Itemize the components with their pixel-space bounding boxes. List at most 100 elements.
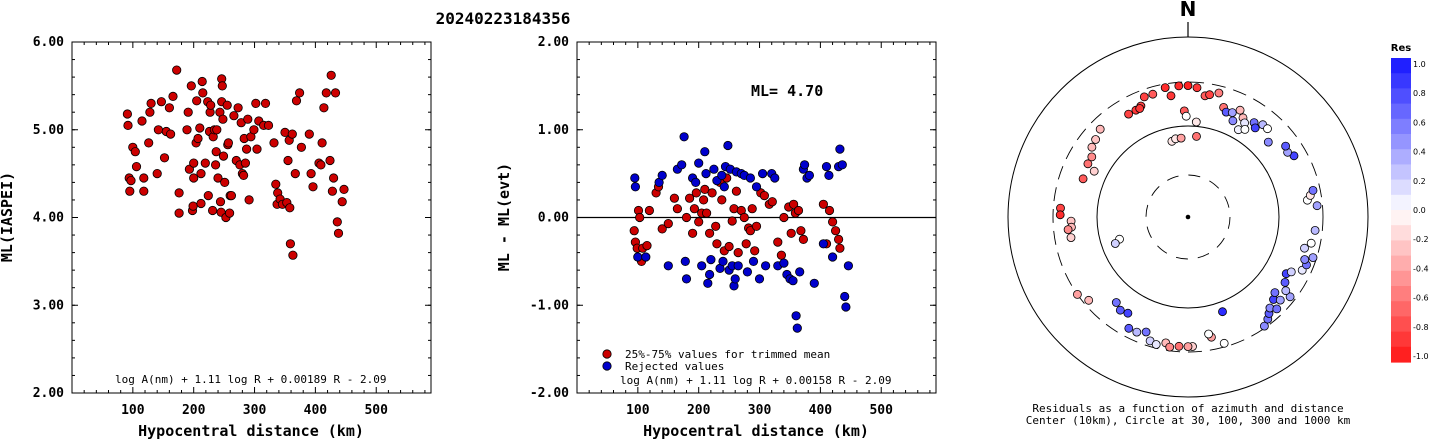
data-point (131, 162, 142, 172)
x-tick-label: 100 (121, 403, 145, 418)
colorbar-cell (1391, 316, 1411, 333)
data-point (249, 125, 259, 135)
colorbar-tick-label: -0.4 (1413, 264, 1429, 273)
data-point (168, 91, 178, 102)
data-point (788, 199, 799, 209)
data-point (139, 173, 149, 183)
data-point (730, 274, 740, 284)
station-marker (1275, 295, 1285, 305)
station-marker (1055, 210, 1065, 220)
data-point (792, 323, 802, 333)
data-point (291, 96, 302, 106)
data-point (239, 170, 249, 180)
data-point (704, 228, 715, 238)
data-point (681, 274, 692, 284)
data-point (739, 212, 749, 223)
data-point (269, 138, 279, 148)
data-point (841, 302, 851, 312)
colorbar-cell (1391, 194, 1411, 211)
data-point (308, 182, 318, 192)
legend-marker-red (602, 349, 612, 359)
data-point (317, 138, 327, 148)
x-tick-label: 200 (687, 403, 711, 418)
station-marker (1124, 109, 1133, 119)
circle-30km (1145, 174, 1231, 260)
data-point (244, 195, 254, 205)
station-points (1055, 81, 1322, 352)
station-marker (1083, 159, 1093, 169)
data-point (172, 65, 182, 75)
data-point (644, 205, 655, 216)
colorbar-cell (1391, 118, 1411, 135)
data-point (146, 98, 156, 109)
colorbar-cell (1391, 164, 1411, 181)
station-marker (1132, 327, 1142, 337)
colorbar-tick-label: -0.2 (1413, 235, 1429, 244)
data-point (211, 147, 221, 157)
colorbar-cell (1391, 331, 1411, 348)
colorbar-ticks: 1.0 0.8 0.6 0.4 0.2 0.0 -0.2 -0.4 -0.6 -0.8 -1.0 (1413, 60, 1429, 361)
data-point (243, 114, 253, 124)
station-marker (1176, 133, 1186, 143)
colorbar-title: Res (1391, 43, 1411, 54)
data-point (126, 176, 136, 186)
data-point (304, 129, 314, 139)
colorbar-cell (1391, 149, 1411, 165)
data-point (751, 221, 762, 231)
data-point (704, 269, 715, 280)
data-point (684, 193, 695, 203)
data-point (159, 153, 170, 163)
data-point (240, 158, 250, 168)
data-point (182, 125, 192, 135)
station-marker (1205, 90, 1214, 100)
y-tick-label: 5.00 (33, 123, 64, 138)
data-point (821, 162, 832, 172)
colorbar-cell (1391, 134, 1411, 150)
data-point (757, 169, 768, 179)
station-marker (1191, 117, 1201, 127)
station-marker (1141, 327, 1151, 337)
circle-1000km (1007, 36, 1369, 398)
data-point (799, 160, 810, 170)
data-point (723, 140, 733, 151)
colorbar-cell (1391, 240, 1411, 257)
data-point (795, 267, 805, 277)
y-ticks-2: -2.00 -1.00 0.00 1.00 2.00 (530, 35, 936, 401)
colorbar-cell (1391, 103, 1411, 120)
data-point (701, 208, 712, 218)
data-point (818, 199, 829, 209)
data-point (776, 250, 787, 260)
data-point (770, 173, 780, 183)
data-point (701, 169, 711, 179)
colorbar-tick-label: -0.6 (1413, 294, 1429, 303)
colorbar-cell (1391, 225, 1411, 241)
data-point (642, 241, 652, 251)
data-point (226, 191, 236, 201)
data-point (130, 147, 140, 157)
station-marker (1087, 152, 1097, 162)
data-point (830, 226, 841, 236)
station-marker (1066, 233, 1076, 243)
data-point (333, 228, 344, 238)
data-point (212, 125, 222, 135)
data-point (123, 120, 133, 131)
data-point (242, 144, 252, 154)
station-marker (1312, 201, 1322, 211)
panel-ml-iaspei: 100 200 300 400 500 2.00 3.00 4.00 5.00 6.00 Hyp… (0, 35, 432, 440)
data-point (145, 107, 155, 117)
y-tick-label: 6.00 (33, 35, 64, 50)
station-marker (1272, 304, 1282, 314)
data-point (788, 276, 798, 286)
data-point (691, 188, 701, 198)
station-marker (1285, 292, 1295, 302)
data-point (733, 261, 743, 271)
data-point (742, 267, 753, 277)
x-ticks-1: 100 200 300 400 500 (83, 42, 426, 418)
data-point (166, 129, 176, 139)
equation-2: log A(nm) + 1.11 log R + 0.00158 R - 2.0… (620, 374, 892, 387)
station-marker (1300, 255, 1310, 264)
data-point (791, 311, 801, 321)
data-point (717, 195, 727, 205)
data-point (294, 88, 305, 98)
station-marker (1286, 267, 1296, 277)
